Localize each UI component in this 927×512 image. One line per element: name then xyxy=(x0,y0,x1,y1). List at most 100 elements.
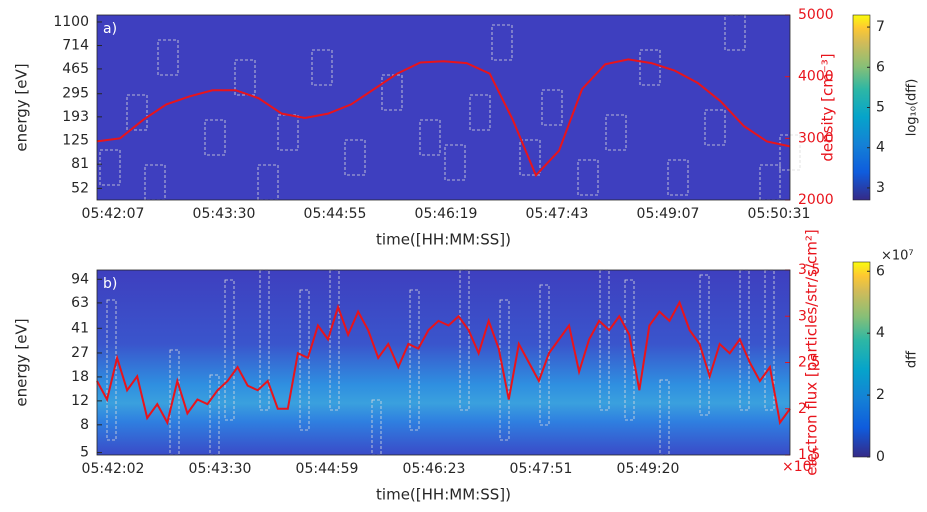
y-tick-label: 63 xyxy=(71,295,89,311)
dashed-box xyxy=(329,269,340,411)
plot-background xyxy=(97,270,790,455)
x-tick-label: 05:44:59 xyxy=(296,461,359,477)
dashed-box xyxy=(667,159,689,196)
dashed-box xyxy=(459,269,470,411)
dashed-box xyxy=(224,279,235,421)
dashed-box xyxy=(539,284,550,426)
colorbar-tick-label: 3 xyxy=(876,180,885,196)
y-tick-label: 94 xyxy=(71,271,89,287)
x-tick-label: 05:42:07 xyxy=(82,206,145,222)
x-tick-label: 05:49:20 xyxy=(617,461,680,477)
colorbar-tick-label: 0 xyxy=(876,449,885,465)
colorbar-tick-label: 6 xyxy=(876,263,885,279)
dashed-box xyxy=(409,289,420,431)
plot-background xyxy=(97,15,790,200)
y2-tick-label: 2.5 xyxy=(798,355,820,371)
y-axis-title: energy [eV] xyxy=(13,318,31,406)
dashed-box xyxy=(624,279,635,421)
y2-tick-label: 3 xyxy=(798,308,807,324)
x-tick-label: 05:44:55 xyxy=(304,206,367,222)
dashed-box xyxy=(499,299,510,441)
x-tick-label: 05:43:30 xyxy=(193,206,256,222)
dashed-box xyxy=(157,39,179,76)
dashed-box xyxy=(577,159,599,196)
dashed-box xyxy=(371,399,382,456)
x-tick-label: 05:46:23 xyxy=(403,461,466,477)
colorbar-title: log₁₀(dff) xyxy=(905,79,920,137)
y-tick-label: 125 xyxy=(62,133,89,149)
colorbar-tick-label: 7 xyxy=(876,19,885,35)
dashed-box xyxy=(106,299,117,441)
x-tick-label: 05:42:02 xyxy=(82,461,145,477)
y2-multiplier: ×10⁹ xyxy=(782,459,818,475)
x-axis-title: time([HH:MM:SS]) xyxy=(376,486,511,504)
y-tick-label: 5 xyxy=(80,445,89,461)
plot-frame xyxy=(96,269,791,456)
y2-axis-title: density [cm⁻³] xyxy=(819,53,837,161)
colorbar-tick-label: 6 xyxy=(876,59,885,75)
dashed-box xyxy=(605,114,627,151)
y-tick-label: 193 xyxy=(62,109,89,125)
y-tick-label: 1100 xyxy=(53,14,89,30)
y2-tick-label: 2000 xyxy=(798,192,834,208)
x-tick-label: 05:50:31 xyxy=(748,206,811,222)
dashed-box xyxy=(541,89,563,126)
colorbar-tick-label: 4 xyxy=(876,140,885,156)
y-tick-label: 41 xyxy=(71,320,89,336)
dashed-box xyxy=(704,109,726,146)
y-tick-label: 12 xyxy=(71,393,89,409)
colorbar-title: dff xyxy=(905,350,920,368)
colorbar-tick-label: 4 xyxy=(876,325,885,341)
y2-tick-label: 1.5 xyxy=(798,447,820,463)
y2-tick-label: 3.5 xyxy=(798,262,820,278)
colorbar-tick-label: 5 xyxy=(876,100,885,116)
y-tick-label: 465 xyxy=(62,61,89,77)
dashed-box xyxy=(99,149,121,186)
x-tick-label: 05:47:51 xyxy=(510,461,573,477)
y-tick-label: 18 xyxy=(71,369,89,385)
y2-tick-label: 5000 xyxy=(798,7,834,23)
y2-tick-label: 3000 xyxy=(798,130,834,146)
dashed-box xyxy=(259,269,270,411)
dashed-box xyxy=(444,144,466,181)
dashed-box xyxy=(419,119,441,156)
dashed-box xyxy=(491,24,513,61)
density-line xyxy=(96,58,791,178)
dashed-box xyxy=(311,49,333,86)
y-tick-label: 714 xyxy=(62,38,89,54)
y-axis-title: energy [eV] xyxy=(13,63,31,151)
colorbar-tick-label: 2 xyxy=(876,387,885,403)
dashed-box xyxy=(209,374,220,456)
dashed-box xyxy=(299,289,310,431)
dashed-box xyxy=(659,379,670,456)
panel-label: a) xyxy=(103,21,117,37)
y2-tick-label: 4000 xyxy=(798,69,834,85)
panel-label: b) xyxy=(103,276,117,292)
dashed-box xyxy=(381,74,403,111)
x-tick-label: 05:43:30 xyxy=(189,461,252,477)
y-tick-label: 295 xyxy=(62,86,89,102)
colorbar xyxy=(852,261,871,458)
dashed-box xyxy=(764,269,775,411)
y-tick-label: 27 xyxy=(71,345,89,361)
dashed-box xyxy=(599,269,610,411)
dashed-box xyxy=(639,49,661,86)
x-axis-title: time([HH:MM:SS]) xyxy=(376,231,511,249)
dashed-box xyxy=(169,349,180,456)
plot-frame xyxy=(96,14,791,201)
dashed-box xyxy=(344,139,366,176)
dashed-box xyxy=(469,94,491,131)
dashed-box xyxy=(234,59,256,96)
x-tick-label: 05:49:07 xyxy=(637,206,700,222)
dashed-box xyxy=(204,119,226,156)
y-tick-label: 52 xyxy=(71,180,89,196)
density-line xyxy=(96,299,791,426)
y2-tick-label: 2 xyxy=(798,401,807,417)
colorbar-multiplier: ×10⁷ xyxy=(881,249,914,264)
dashed-box xyxy=(519,139,541,176)
dashed-box xyxy=(126,94,148,131)
x-tick-label: 05:47:43 xyxy=(526,206,589,222)
y-tick-label: 81 xyxy=(71,156,89,172)
y2-axis-title: electron flux [particles/str/s/cm²] xyxy=(803,229,821,475)
